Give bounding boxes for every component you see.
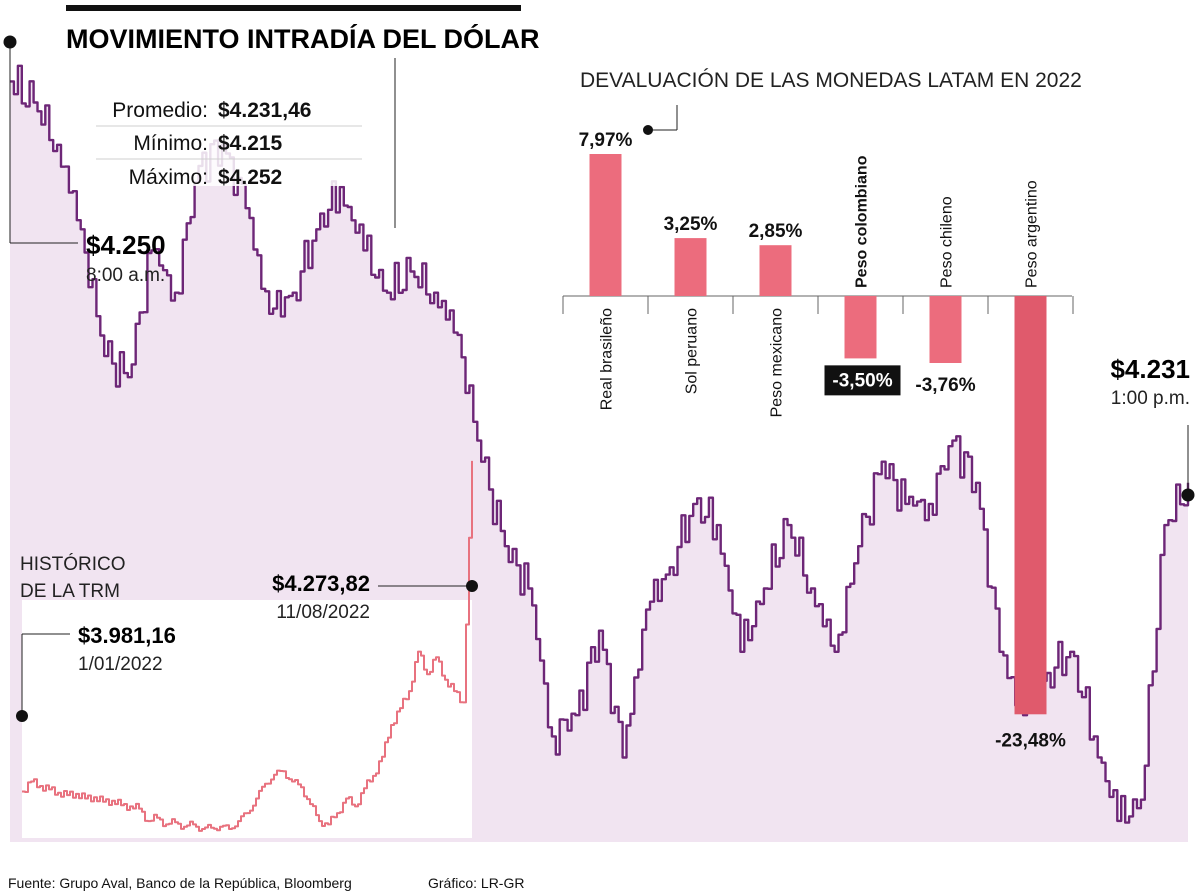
trm-line <box>22 460 473 832</box>
bars: 7,97% Real brasileño 3,25% Sol peruano 2,85%… <box>579 130 1066 751</box>
footer-credit: Gráfico: LR-GR <box>428 875 524 891</box>
bar-category-label: Peso colombiano <box>854 155 871 288</box>
title-bar <box>66 5 521 11</box>
bar-category-label: Real brasileño <box>599 308 616 410</box>
footer-source: Fuente: Grupo Aval, Banco de la Repúblic… <box>8 875 352 891</box>
stats-panel <box>96 90 362 186</box>
promedio-label: Promedio: <box>112 99 208 122</box>
bar-peso-mexicano <box>759 245 792 296</box>
maximo-label: Máximo: <box>129 166 208 189</box>
bar-value-label: 2,85% <box>749 221 803 242</box>
bar-value-label: -3,50% <box>832 370 892 391</box>
latam-title: DEVALUACIÓN DE LAS MONEDAS LATAM EN 2022 <box>580 69 1082 92</box>
close-time: 1:00 p.m. <box>1111 388 1190 409</box>
bar-peso-chileno <box>929 296 962 363</box>
promedio-value: $4.231,46 <box>218 99 311 122</box>
bar-category-label: Peso chileno <box>939 196 956 288</box>
trm-start-date: 1/01/2022 <box>78 654 163 675</box>
minimo-label: Mínimo: <box>133 132 208 155</box>
trm-title-1: HISTÓRICO <box>20 553 126 575</box>
trm-end-value: $4.273,82 <box>272 571 370 596</box>
bar-ticks <box>562 296 1074 314</box>
bar-category-label: Sol peruano <box>684 308 701 394</box>
trm-start-dot <box>16 710 28 722</box>
chart-title: MOVIMIENTO INTRADÍA DEL DÓLAR <box>66 23 540 54</box>
bar-value-label: -3,76% <box>915 375 975 396</box>
open-dot <box>3 35 17 49</box>
bar-category-label: Peso argentino <box>1024 180 1041 288</box>
latam-title-dot <box>643 125 653 135</box>
highlight-value-bg <box>824 365 901 396</box>
trm-end-date: 11/08/2022 <box>276 602 370 623</box>
close-value: $4.231 <box>1110 354 1190 384</box>
bar-peso-colombiano <box>844 296 877 359</box>
bar-peso-argentino <box>1014 296 1047 715</box>
trm-start-value: $3.981,16 <box>78 623 176 648</box>
open-time: 8:00 a.m. <box>86 265 165 286</box>
bar-value-label: 7,97% <box>579 130 633 151</box>
bar-sol-peruano <box>674 238 707 296</box>
bar-category-label: Peso mexicano <box>769 308 786 417</box>
minimo-value: $4.215 <box>218 132 283 155</box>
trm-end-dot <box>466 580 478 592</box>
bar-real-brasileno <box>589 154 622 296</box>
bar-value-label: 3,25% <box>664 214 718 235</box>
bar-value-label: -23,48% <box>995 730 1066 751</box>
close-dot <box>1181 488 1195 502</box>
open-value: $4.250 <box>86 230 166 260</box>
maximo-value: $4.252 <box>218 166 282 189</box>
trm-title-2: DE LA TRM <box>20 581 120 602</box>
